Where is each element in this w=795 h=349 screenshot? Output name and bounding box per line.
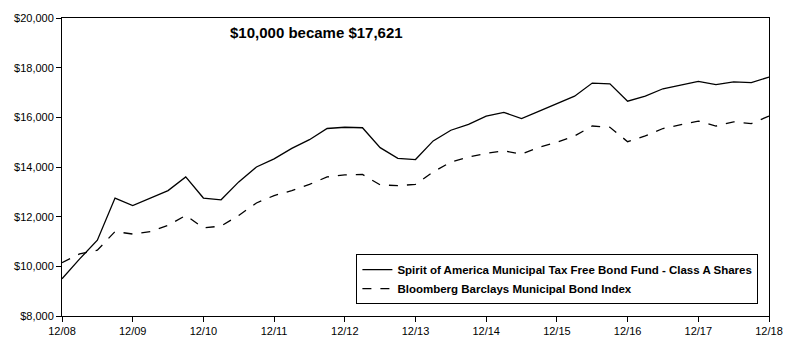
svg-text:12/17: 12/17 <box>685 325 713 337</box>
svg-text:12/10: 12/10 <box>190 325 218 337</box>
svg-text:$16,000: $16,000 <box>14 111 54 123</box>
svg-text:$10,000: $10,000 <box>14 260 54 272</box>
svg-text:12/09: 12/09 <box>119 325 147 337</box>
svg-text:12/16: 12/16 <box>614 325 642 337</box>
svg-text:$8,000: $8,000 <box>20 310 54 322</box>
svg-text:$20,000: $20,000 <box>14 12 54 24</box>
svg-text:$12,000: $12,000 <box>14 211 54 223</box>
svg-text:12/18: 12/18 <box>755 325 783 337</box>
svg-text:Bloomberg Barclays Municipal B: Bloomberg Barclays Municipal Bond Index <box>397 283 631 295</box>
svg-text:$18,000: $18,000 <box>14 62 54 74</box>
svg-text:Spirit of America Municipal Ta: Spirit of America Municipal Tax Free Bon… <box>397 264 751 276</box>
svg-text:$14,000: $14,000 <box>14 161 54 173</box>
svg-text:12/15: 12/15 <box>543 325 571 337</box>
svg-text:12/13: 12/13 <box>402 325 430 337</box>
svg-text:12/14: 12/14 <box>472 325 500 337</box>
svg-text:12/12: 12/12 <box>331 325 359 337</box>
svg-text:12/11: 12/11 <box>261 325 288 337</box>
svg-text:12/08: 12/08 <box>48 325 76 337</box>
svg-text:$10,000 became $17,621: $10,000 became $17,621 <box>230 24 403 41</box>
